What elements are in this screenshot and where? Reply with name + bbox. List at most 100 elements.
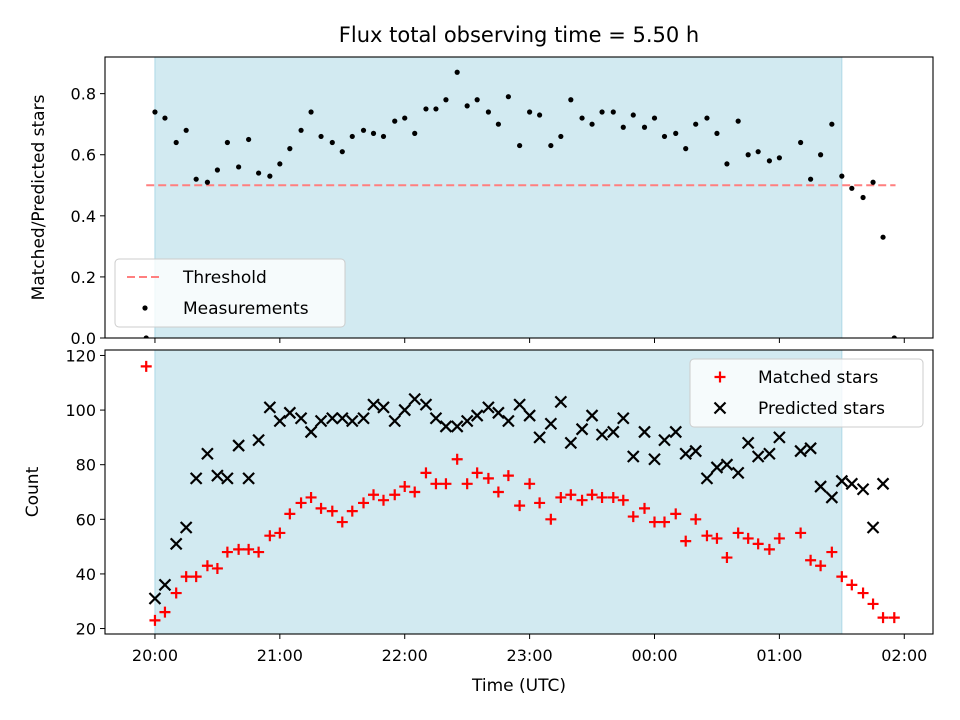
data-point: [534, 497, 546, 509]
data-point: [658, 433, 671, 447]
data-point: [745, 152, 751, 158]
data-point: [835, 474, 849, 488]
data-point: [776, 155, 782, 161]
data-point: [544, 417, 558, 431]
data-point: [246, 136, 252, 143]
data-point: [589, 121, 595, 127]
data-point: [482, 401, 495, 414]
data-point: [346, 505, 358, 517]
data-point: [856, 482, 870, 496]
data-point: [440, 478, 452, 490]
data-point: [398, 403, 412, 417]
data-point: [389, 489, 401, 501]
data-point: [360, 127, 367, 133]
data-point: [860, 194, 866, 201]
data-point: [232, 439, 245, 452]
data-point: [527, 109, 533, 115]
data-point: [336, 411, 349, 425]
data-point: [804, 442, 817, 455]
data-point: [586, 489, 598, 501]
data-point: [704, 115, 710, 121]
data-point: [763, 447, 776, 461]
data-point: [294, 411, 308, 425]
data-point: [794, 444, 807, 458]
legend-marker: [142, 305, 148, 311]
data-point: [502, 470, 514, 482]
data-point: [617, 411, 630, 425]
axes-frame-counts: [104, 349, 934, 635]
data-point: [283, 406, 297, 420]
y-axis-label-counts: Count: [23, 466, 43, 517]
data-point: [829, 121, 835, 127]
data-point: [495, 121, 501, 127]
data-point: [700, 472, 714, 485]
data-point: [607, 491, 619, 503]
y-tick-label: 0.4: [71, 207, 96, 226]
data-point: [263, 401, 277, 414]
data-point: [732, 527, 744, 539]
data-point: [773, 431, 786, 444]
data-point: [298, 127, 304, 133]
data-point: [548, 142, 554, 149]
legend-label: Matched stars: [758, 368, 878, 388]
data-point: [430, 478, 442, 490]
data-point: [857, 587, 869, 599]
data-point: [537, 112, 543, 118]
data-point: [211, 469, 224, 482]
data-point: [256, 170, 262, 176]
data-point: [701, 530, 713, 542]
data-point: [867, 598, 879, 610]
data-point: [345, 414, 359, 428]
legend-marker: [714, 371, 726, 383]
data-point: [190, 571, 202, 583]
x-axis-label: Time (UTC): [471, 676, 566, 696]
data-point: [576, 494, 588, 506]
plot-area-ratio: [143, 69, 897, 338]
legend-counts: Matched stars Predicted stars: [689, 358, 924, 428]
data-point: [641, 124, 648, 130]
data-point: [639, 502, 651, 514]
data-point: [795, 527, 807, 539]
data-point: [679, 447, 693, 461]
x-tick-label: 21:00: [257, 646, 303, 665]
x-tick-label: 01:00: [756, 646, 802, 665]
plot-area-counts: [140, 360, 900, 626]
y-tick-label: 120: [65, 346, 96, 365]
data-point: [683, 146, 689, 152]
data-point: [651, 115, 658, 121]
data-point: [568, 97, 574, 103]
data-point: [575, 422, 589, 436]
x-tick-label: 22:00: [382, 646, 428, 665]
data-point: [649, 516, 661, 528]
y-tick-label: 60: [76, 510, 96, 529]
data-point: [670, 508, 682, 520]
data-point: [891, 335, 897, 338]
data-point: [755, 149, 761, 155]
data-point: [492, 486, 504, 498]
data-point: [439, 420, 453, 433]
data-point: [318, 133, 324, 140]
data-point: [880, 234, 886, 240]
data-point: [460, 414, 474, 428]
series-matched-stars: [140, 360, 900, 626]
data-point: [845, 477, 859, 491]
data-point: [158, 578, 172, 592]
data-point: [742, 532, 754, 544]
data-point: [474, 97, 480, 103]
data-point: [805, 554, 817, 566]
data-point: [233, 543, 245, 555]
x-tick-label: 00:00: [631, 646, 677, 665]
data-point: [735, 118, 741, 124]
data-point: [689, 444, 702, 458]
data-point: [870, 179, 876, 185]
data-point: [514, 500, 526, 512]
data-point: [193, 176, 199, 182]
data-point: [201, 560, 213, 572]
data-point: [377, 494, 389, 506]
data-point: [638, 425, 651, 439]
data-point: [752, 538, 764, 550]
data-point: [492, 406, 505, 420]
data-point: [669, 425, 683, 439]
data-point: [315, 502, 327, 514]
data-point: [433, 106, 439, 112]
